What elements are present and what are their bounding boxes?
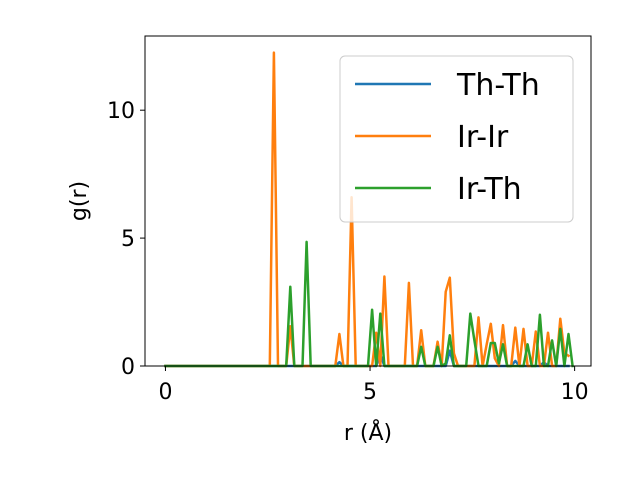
legend-label-th-th: Th-Th xyxy=(456,68,540,103)
x-tick-label: 5 xyxy=(363,380,377,405)
plot-frame xyxy=(144,35,592,367)
legend-label-ir-th: Ir-Th xyxy=(457,172,522,207)
series-line-ir-th xyxy=(164,240,574,368)
y-axis: 0 5 10 xyxy=(107,99,145,380)
x-axis-title: r (Å) xyxy=(344,419,392,446)
y-tick-label: 10 xyxy=(107,99,135,124)
x-tick-label: 10 xyxy=(561,380,589,405)
y-axis-title: g(r) xyxy=(67,181,92,221)
x-axis: 0 5 10 xyxy=(158,366,589,405)
legend-box xyxy=(339,55,574,223)
legend: Th-Th Ir-Ir Ir-Th xyxy=(339,55,574,223)
y-tick-label: 0 xyxy=(121,355,135,380)
legend-label-ir-ir: Ir-Ir xyxy=(457,120,509,155)
x-tick-label: 0 xyxy=(158,380,172,405)
y-tick-label: 5 xyxy=(121,227,135,252)
